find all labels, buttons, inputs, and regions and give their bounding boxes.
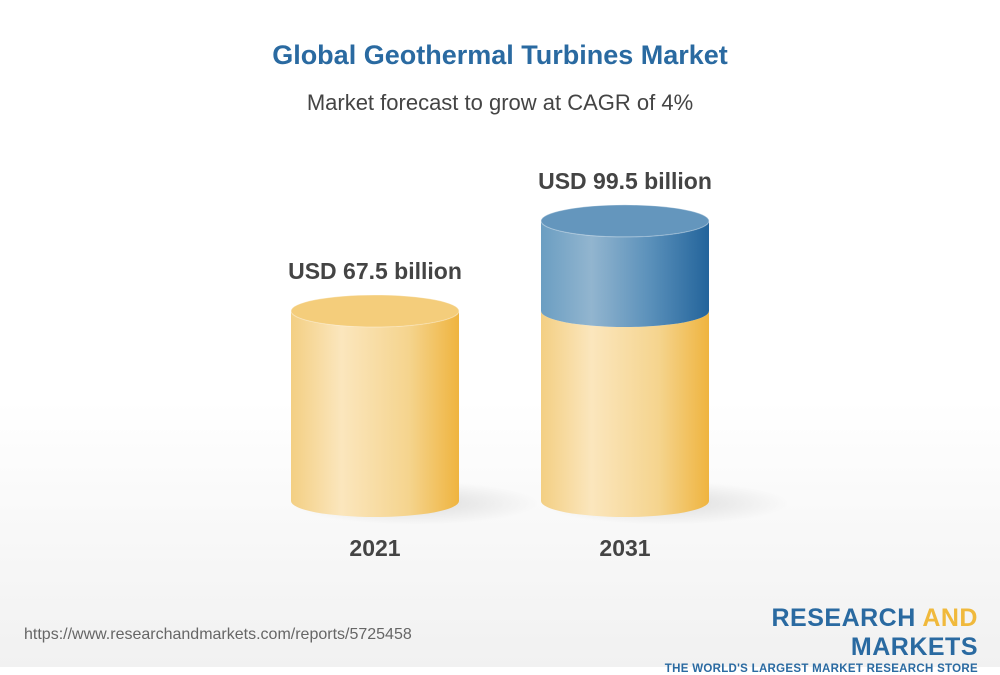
category-label-2021: 2021 (349, 535, 400, 561)
cylinder-base-segment (541, 311, 709, 517)
chart-subtitle: Market forecast to grow at CAGR of 4% (306, 90, 694, 115)
category-label-2031: 2031 (599, 535, 650, 561)
data-label: USD 99.5 billion (538, 168, 712, 194)
source-url[interactable]: https://www.researchandmarkets.com/repor… (24, 626, 412, 643)
cylinder-growth-segment (541, 220, 709, 327)
logo-tagline: THE WORLD'S LARGEST MARKET RESEARCH STOR… (664, 663, 978, 675)
cylinder-base-segment (291, 311, 459, 517)
data-label: USD 67.5 billion (288, 258, 462, 284)
chart-title: Global Geothermal Turbines Market (272, 40, 728, 70)
cylinder-top (540, 204, 710, 238)
cylinder-top (290, 294, 460, 328)
research-and-markets-logo: RESEARCH AND MARKETS THE WORLD'S LARGEST… (640, 604, 978, 675)
